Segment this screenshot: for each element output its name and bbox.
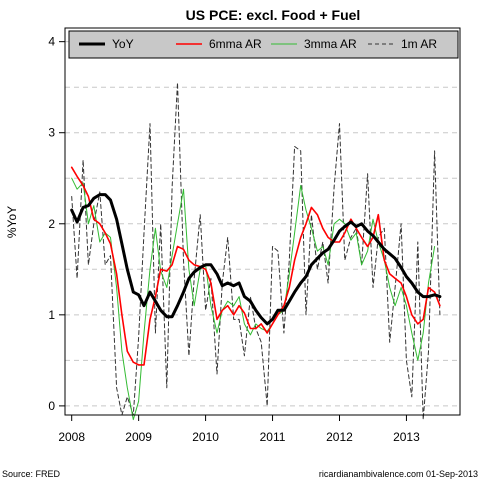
x-tick-label: 2009 xyxy=(125,430,152,444)
y-axis: 0 1 2 3 4 xyxy=(48,35,65,413)
y-axis-label: %YoY xyxy=(5,206,19,238)
series-line-yoy xyxy=(70,193,442,326)
x-axis: 2008 2009 2010 2011 2012 2013 xyxy=(58,415,420,444)
x-tick-label: 2010 xyxy=(192,430,219,444)
series-line-6mma-ar xyxy=(70,166,441,366)
x-tick-label: 2008 xyxy=(58,430,85,444)
y-tick-label: 3 xyxy=(48,126,55,140)
chart-title: US PCE: excl. Food + Fuel xyxy=(186,7,361,23)
credit-note: ricardianambivalence.com 01-Sep-2013 xyxy=(319,469,478,479)
source-note: Source: FRED xyxy=(2,469,61,479)
plot-frame xyxy=(64,27,461,416)
legend: YoY 6mma AR 3mma AR 1m AR xyxy=(68,30,459,59)
legend-label: 3mma AR xyxy=(304,37,357,51)
y-tick-label: 2 xyxy=(48,217,55,231)
y-tick-label: 4 xyxy=(48,35,55,49)
x-tick-label: 2011 xyxy=(260,430,286,444)
x-tick-label: 2013 xyxy=(393,430,420,444)
series-line-3mma-ar xyxy=(71,177,436,421)
x-tick-label: 2012 xyxy=(326,430,353,444)
legend-label: 6mma AR xyxy=(209,37,262,51)
legend-label: YoY xyxy=(112,37,134,51)
legend-label: 1m AR xyxy=(401,37,437,51)
legend-box xyxy=(68,30,459,59)
y-tick-label: 1 xyxy=(48,308,55,322)
y-tick-label: 0 xyxy=(48,399,55,413)
